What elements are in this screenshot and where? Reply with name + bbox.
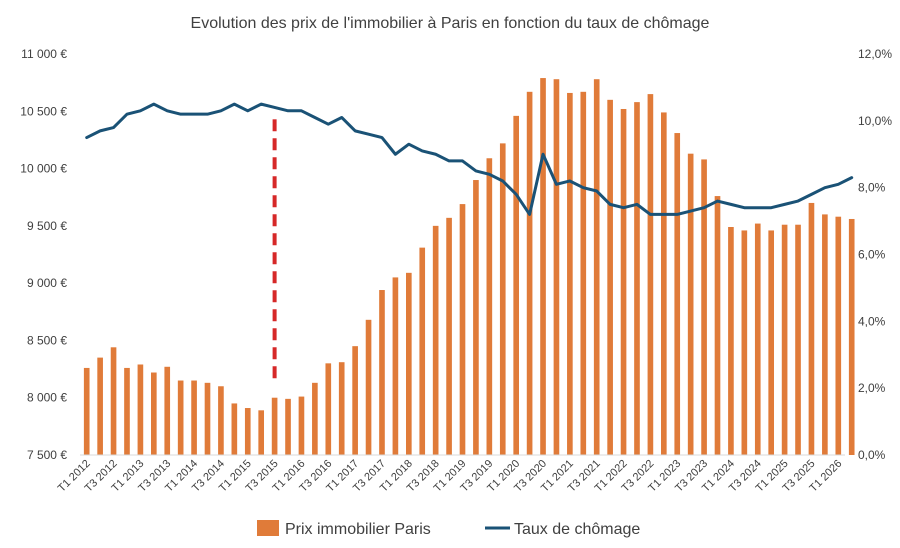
bar — [83, 367, 90, 455]
bar — [499, 143, 506, 455]
bar — [446, 217, 452, 455]
bar — [835, 216, 842, 455]
y-left-tick-label: 11 000 € — [21, 47, 67, 61]
bar — [647, 94, 654, 455]
bar — [177, 380, 184, 455]
bar — [298, 396, 305, 455]
bar — [607, 99, 613, 455]
bar — [687, 153, 694, 455]
y-left-tick-label: 8 000 € — [27, 391, 67, 405]
bar — [432, 225, 439, 455]
bar — [741, 230, 748, 455]
bar — [526, 91, 533, 455]
y-left-tick-label: 9 000 € — [27, 276, 67, 290]
y-left-tick-label: 10 000 € — [20, 162, 67, 176]
bar — [580, 91, 587, 455]
y-left-tick-label: 7 500 € — [27, 448, 67, 462]
bar — [848, 218, 855, 455]
bar — [728, 227, 734, 455]
bar — [553, 79, 560, 456]
y-right-tick-label: 6,0% — [858, 248, 886, 262]
y-right-tick-label: 4,0% — [858, 314, 886, 328]
bar — [754, 223, 761, 455]
bar — [634, 102, 640, 456]
bar — [661, 112, 667, 456]
bar — [110, 347, 117, 455]
bar — [459, 204, 466, 455]
line-series — [85, 102, 854, 216]
y-right-tick-label: 12,0% — [858, 47, 892, 61]
bar — [191, 380, 197, 455]
chart-title: Evolution des prix de l'immobilier à Par… — [191, 15, 710, 32]
bar — [285, 398, 291, 455]
y-left-tick-label: 9 500 € — [27, 219, 67, 233]
bar — [593, 79, 600, 456]
bar — [204, 382, 211, 455]
bar — [218, 386, 224, 455]
bar — [473, 180, 479, 455]
bar — [352, 346, 358, 455]
y-axis-left: 7 500 € 8 000 € 8 500 € 9 000 € 9 500 € 10 00… — [20, 47, 67, 462]
bar — [795, 224, 801, 455]
y-right-tick-label: 2,0% — [858, 381, 886, 395]
bar — [258, 410, 265, 455]
bar — [486, 158, 493, 455]
bar — [714, 196, 721, 455]
bar — [244, 408, 251, 455]
bar — [540, 78, 546, 455]
legend-label-prix: Prix immobilier Paris — [285, 521, 431, 538]
bar — [567, 92, 573, 455]
bar — [97, 357, 103, 455]
y-right-tick-label: 0,0% — [858, 448, 886, 462]
bar — [768, 230, 775, 455]
bar — [338, 362, 345, 455]
bar — [312, 382, 318, 455]
bar — [379, 290, 385, 455]
bar — [781, 224, 788, 455]
bar — [137, 364, 144, 455]
legend-label-chomage: Taux de chômage — [514, 521, 640, 538]
legend: Prix immobilier Paris Taux de chômage — [257, 520, 640, 538]
bar — [822, 214, 828, 455]
legend-swatch-prix — [257, 520, 279, 536]
bar — [620, 108, 627, 456]
bar — [406, 272, 412, 455]
y-left-tick-label: 10 500 € — [20, 104, 67, 118]
bar — [231, 403, 238, 455]
bar — [392, 277, 399, 455]
bar — [419, 247, 426, 455]
bar — [325, 363, 332, 455]
bar — [164, 366, 171, 455]
bar — [513, 115, 520, 456]
bar — [365, 319, 372, 455]
bar-series — [80, 78, 855, 456]
y-axis-right: 0,0% 2,0% 4,0% 6,0% 8,0% 10,0% 12,0% — [858, 47, 892, 462]
y-left-tick-label: 8 500 € — [27, 333, 67, 347]
bar — [271, 397, 278, 455]
bar — [808, 202, 815, 455]
bar — [151, 372, 157, 455]
bar — [124, 367, 130, 455]
bar — [674, 133, 681, 456]
bar — [701, 159, 707, 455]
y-right-tick-label: 8,0% — [858, 181, 886, 195]
unemployment-line — [85, 102, 854, 216]
y-right-tick-label: 10,0% — [858, 114, 892, 128]
